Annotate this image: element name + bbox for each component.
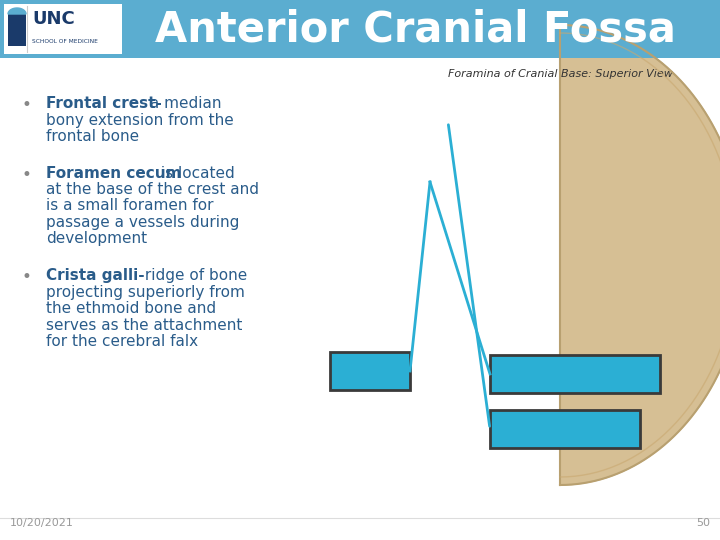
Text: serves as the attachment: serves as the attachment: [46, 318, 243, 333]
Polygon shape: [560, 25, 720, 485]
Text: a median: a median: [145, 96, 222, 111]
Text: ridge of bone: ridge of bone: [140, 268, 247, 283]
Text: 10/20/2021: 10/20/2021: [10, 518, 74, 528]
Text: passage a vessels during: passage a vessels during: [46, 215, 239, 230]
Bar: [8, 14, 26, 46]
Bar: [330, 352, 410, 390]
Text: Frontal crest-: Frontal crest-: [46, 96, 162, 111]
Text: at the base of the crest and: at the base of the crest and: [46, 182, 259, 197]
Text: UNC: UNC: [32, 10, 75, 28]
Text: bony extension from the: bony extension from the: [46, 112, 234, 127]
Text: 50: 50: [696, 518, 710, 528]
Text: for the cerebral falx: for the cerebral falx: [46, 334, 198, 349]
Text: Anterior Cranial Fossa: Anterior Cranial Fossa: [155, 8, 675, 50]
Text: the ethmoid bone and: the ethmoid bone and: [46, 301, 216, 316]
Text: is a small foramen for: is a small foramen for: [46, 199, 214, 213]
Bar: [4, 4, 122, 54]
Text: frontal bone: frontal bone: [46, 129, 139, 144]
Text: Foramen cecum: Foramen cecum: [46, 165, 181, 180]
Text: development: development: [46, 232, 147, 246]
Polygon shape: [8, 8, 26, 14]
Text: •: •: [22, 165, 32, 184]
Text: projecting superiorly from: projecting superiorly from: [46, 285, 245, 300]
Bar: [490, 410, 640, 448]
Text: •: •: [22, 268, 32, 286]
Text: Crista galli-: Crista galli-: [46, 268, 145, 283]
Text: SCHOOL OF MEDICINE: SCHOOL OF MEDICINE: [32, 39, 98, 44]
Bar: [490, 355, 660, 393]
Bar: [0, 0, 720, 58]
Text: •: •: [22, 96, 32, 114]
Text: Foramina of Cranial Base: Superior View: Foramina of Cranial Base: Superior View: [448, 69, 672, 79]
Text: is located: is located: [156, 165, 235, 180]
